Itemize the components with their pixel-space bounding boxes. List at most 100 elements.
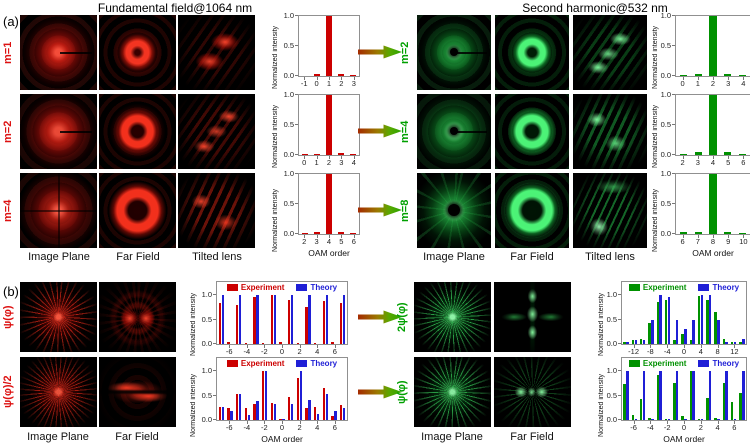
bar <box>697 418 701 420</box>
x-tick-label: 3 <box>726 79 731 88</box>
x-tick-mark <box>264 345 266 348</box>
bar <box>700 295 704 344</box>
bar <box>730 401 734 420</box>
beam-image-psi-far-field <box>99 282 176 352</box>
bar <box>279 418 282 420</box>
x-tick-label: 4 <box>351 158 356 167</box>
y-tick-label: 0.0 <box>660 71 671 80</box>
x-tick-label: 0 <box>681 347 687 356</box>
column-label-far-field-sh: Far Field <box>510 251 554 263</box>
x-axis-label: OAM order <box>261 434 303 444</box>
y-tick-label: 0.0 <box>283 150 294 159</box>
beam-image-psi-half-far-field <box>99 357 176 427</box>
x-tick-mark <box>317 421 319 424</box>
bar <box>700 419 704 420</box>
bar <box>350 233 356 234</box>
y-tick-mark <box>672 173 675 174</box>
x-tick-mark <box>316 156 318 159</box>
x-tick-mark <box>728 235 730 238</box>
bar <box>342 407 346 420</box>
bar <box>684 419 687 420</box>
plot-area <box>675 173 750 235</box>
bar <box>681 334 684 344</box>
legend-label: Experiment <box>642 359 687 368</box>
header-second-harmonic: Second harmonic@532 nm <box>522 1 668 15</box>
chart-main: 2 3 4 5 6 OAM order <box>298 173 360 258</box>
x-tick-mark <box>299 421 301 424</box>
bar <box>642 340 646 344</box>
y-tick-mark <box>618 394 621 396</box>
bar <box>667 297 671 344</box>
x-tick-label: 3 <box>351 79 356 88</box>
bar <box>270 295 274 344</box>
bar <box>261 371 265 420</box>
beam-image-m4-far-field <box>99 173 176 248</box>
y-axis-label: Normalized intensity <box>190 292 197 356</box>
x-axis-ticks: 0 1 2 3 4 <box>675 77 750 89</box>
bar <box>287 397 291 420</box>
bar <box>290 404 294 420</box>
bar <box>725 371 728 420</box>
y-tick-mark <box>672 94 675 95</box>
bar <box>675 320 679 344</box>
chart-main: Experiment Theory -6 -4 -2 0 2 4 6 OAM order <box>216 357 348 444</box>
legend-swatch-icon <box>226 284 238 291</box>
x-tick-mark <box>682 77 684 80</box>
y-axis-ticks: 0.0 0.5 1.0 <box>661 169 675 238</box>
bar <box>221 407 225 420</box>
x-axis-ticks: -1 0 1 2 3 <box>298 77 360 89</box>
bar <box>316 414 320 420</box>
bar <box>273 295 277 344</box>
bar <box>264 371 268 420</box>
x-tick-label: 8 <box>710 237 716 246</box>
row-label-2psi-sh: 2ψ(φ) <box>396 302 408 332</box>
bar <box>299 371 303 420</box>
x-tick-label: 12 <box>730 347 739 356</box>
y-tick-label: 0.0 <box>201 415 212 424</box>
y-tick-label: 0.0 <box>660 150 671 159</box>
x-tick-label: 2 <box>326 158 332 167</box>
oam-chart-sh-m8: Normalized intensity 0.0 0.5 1.0 6 7 8 9 10 OAM o… <box>650 169 750 258</box>
x-tick-label: 5 <box>339 237 344 246</box>
x-tick-mark <box>341 235 343 238</box>
column-label-far-field-b: Far Field <box>115 431 159 443</box>
y-tick-label: 0.5 <box>660 120 671 129</box>
x-tick-mark <box>341 156 343 159</box>
x-tick-label: 2 <box>339 79 344 88</box>
bar <box>673 340 676 344</box>
beam-image-psi-sh-image-plane <box>414 357 491 427</box>
x-tick-label: 6 <box>741 158 746 167</box>
y-tick-label: 0.5 <box>606 390 617 400</box>
x-tick-label: -4 <box>663 347 671 356</box>
beam-image-psi-sh-far-field <box>494 357 571 427</box>
x-tick-label: 4 <box>741 79 746 88</box>
oam-chart-psi-half: Normalized intensity 0.0 0.5 1.0 Experiment T… <box>188 357 348 444</box>
bar <box>331 415 334 420</box>
legend-item: Theory <box>698 359 739 368</box>
legend-label: Theory <box>310 359 338 368</box>
y-tick-mark <box>295 233 298 234</box>
bar <box>742 371 745 420</box>
x-tick-label: 0 <box>680 79 685 88</box>
conversion-arrow-icon <box>358 203 402 217</box>
y-axis-ticks: 0.0 0.5 1.0 <box>281 11 298 80</box>
x-tick-mark <box>728 156 730 159</box>
y-tick-mark <box>213 394 216 396</box>
x-tick-label: 2 <box>297 347 302 356</box>
bar <box>350 153 356 155</box>
beam-image-m1-tilted-lens <box>178 15 255 90</box>
x-tick-mark <box>650 345 652 348</box>
y-tick-label: 0.0 <box>201 339 212 348</box>
bar <box>273 403 277 420</box>
row-label-psi: ψ(φ) <box>2 305 14 329</box>
x-axis-ticks: -6 -4 -2 0 2 4 6 <box>621 421 747 433</box>
x-tick-label: 8 <box>715 347 720 356</box>
y-tick-label: 1.0 <box>283 169 294 178</box>
row-label-psi-sh: ψ(φ) <box>396 380 408 404</box>
bar <box>706 299 709 344</box>
plot-area: Experiment Theory <box>621 357 747 421</box>
legend-swatch-icon <box>698 284 710 291</box>
bar <box>339 404 343 420</box>
bar <box>221 295 225 344</box>
x-tick-mark <box>304 77 306 80</box>
